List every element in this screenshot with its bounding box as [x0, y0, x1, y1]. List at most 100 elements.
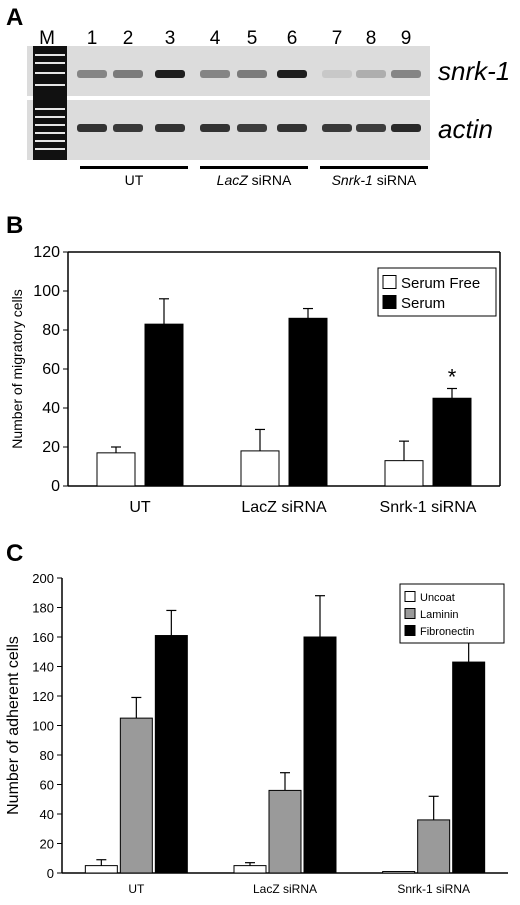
- snrk-band-lane-2: [113, 70, 143, 78]
- y-tick-label: 40: [40, 807, 54, 822]
- marker-ladder-band: [35, 124, 65, 126]
- marker-ladder-band: [35, 84, 65, 86]
- bar-serum-free-ut: [96, 452, 136, 487]
- y-tick-label: 0: [47, 866, 54, 881]
- group-line-lacz: [200, 166, 308, 169]
- legend-swatch-uncoat: [404, 591, 416, 602]
- snrk-band-lane-5: [237, 70, 267, 78]
- bar-laminin-ut: [119, 717, 153, 874]
- legend-box: [399, 583, 505, 644]
- snrk-band-lane-1: [77, 70, 107, 78]
- marker-ladder-band: [35, 140, 65, 142]
- y-tick-label: 100: [33, 283, 60, 300]
- lane-label-5: 5: [246, 28, 258, 49]
- lane-label-9: 9: [400, 28, 412, 49]
- bar-uncoat-lacz-sirna: [233, 865, 267, 874]
- legend-swatch-laminin: [404, 608, 416, 619]
- lane-label-3: 3: [164, 28, 176, 49]
- significance-asterisk: *: [448, 365, 457, 390]
- actin-band-lane-1: [77, 124, 107, 132]
- y-tick-label: 60: [42, 361, 60, 378]
- legend-swatch-serum: [382, 295, 397, 309]
- lane-label-6: 6: [286, 28, 298, 49]
- snrk-gene-label: snrk-1: [438, 56, 511, 86]
- snrk-band-lane-9: [391, 70, 421, 78]
- category-label: Snrk-1 siRNA: [380, 499, 477, 516]
- actin-band-lane-3: [155, 124, 185, 132]
- category-label: LacZ siRNA: [253, 882, 317, 896]
- category-label: Snrk-1 siRNA: [397, 882, 470, 896]
- lane-label-7: 7: [331, 28, 343, 49]
- y-tick-label: 180: [32, 601, 54, 616]
- panel-letter-c: C: [6, 540, 24, 567]
- snrk-band-lane-7: [322, 70, 352, 78]
- marker-ladder-band: [35, 62, 65, 64]
- group-label-lacz: LacZ siRNA: [216, 172, 292, 188]
- legend-label-serum: Serum: [401, 295, 445, 312]
- bar-uncoat-snrk-1-sirna: [382, 871, 416, 874]
- bar-fibronectin-snrk-1-sirna: [452, 661, 486, 874]
- y-tick-label: 140: [32, 660, 54, 675]
- y-tick-label: 120: [32, 689, 54, 704]
- bar-serum-free-snrk-1-sirna: [384, 460, 424, 487]
- lane-label-2: 2: [122, 28, 134, 49]
- snrk-band-lane-4: [200, 70, 230, 78]
- marker-ladder-band: [35, 54, 65, 56]
- lane-label-8: 8: [365, 28, 377, 49]
- y-tick-label: 80: [40, 748, 54, 763]
- marker-ladder-band: [35, 132, 65, 134]
- marker-ladder-band: [35, 108, 65, 110]
- lane-label-4: 4: [209, 28, 221, 49]
- gel-panel: A M 1 2 3 4 5 6 7 8 9 snrk-1 actin UT La…: [0, 0, 520, 200]
- y-tick-label: 0: [51, 478, 60, 495]
- snrk-band-lane-3: [155, 70, 185, 78]
- actin-band-lane-4: [200, 124, 230, 132]
- snrk-band-lane-6: [277, 70, 307, 78]
- category-label: UT: [128, 882, 145, 896]
- marker-ladder-band: [35, 72, 65, 74]
- y-tick-label: 200: [32, 571, 54, 586]
- group-label-snrk: Snrk-1 siRNA: [331, 172, 417, 188]
- actin-band-lane-6: [277, 124, 307, 132]
- legend-label-laminin: Laminin: [420, 609, 459, 621]
- actin-band-lane-7: [322, 124, 352, 132]
- category-label: LacZ siRNA: [241, 499, 327, 516]
- y-tick-label: 20: [42, 439, 60, 456]
- actin-gene-label: actin: [438, 114, 493, 144]
- bar-laminin-snrk-1-sirna: [417, 819, 451, 874]
- legend-swatch-fibronectin: [404, 625, 416, 636]
- group-line-ut: [80, 166, 188, 169]
- group-line-snrk: [320, 166, 428, 169]
- y-axis-title: Number of adherent cells: [5, 636, 22, 815]
- marker-ladder-band: [35, 148, 65, 150]
- legend-label-uncoat: Uncoat: [420, 592, 455, 604]
- legend-swatch-serum-free: [382, 275, 397, 289]
- y-tick-label: 60: [40, 778, 54, 793]
- bar-serum-ut: [144, 323, 184, 487]
- y-tick-label: 100: [32, 719, 54, 734]
- group-label-ut: UT: [124, 172, 144, 188]
- bar-fibronectin-lacz-sirna: [303, 636, 337, 874]
- actin-band-lane-9: [391, 124, 421, 132]
- bar-uncoat-ut: [84, 865, 118, 874]
- bar-serum-free-lacz-sirna: [240, 450, 280, 487]
- marker-ladder-band: [35, 116, 65, 118]
- y-tick-label: 160: [32, 630, 54, 645]
- y-tick-label: 40: [42, 400, 60, 417]
- bar-serum-snrk-1-sirna: [432, 397, 472, 487]
- actin-band-lane-2: [113, 124, 143, 132]
- bar-laminin-lacz-sirna: [268, 789, 302, 874]
- panel-letter-a: A: [6, 4, 24, 31]
- actin-band-lane-5: [237, 124, 267, 132]
- marker-lane-label: M: [39, 28, 55, 49]
- y-tick-label: 80: [42, 322, 60, 339]
- actin-band-lane-8: [356, 124, 386, 132]
- category-label: UT: [129, 499, 151, 516]
- lane-label-1: 1: [86, 28, 98, 49]
- y-tick-label: 120: [33, 244, 60, 261]
- panel-letter-b: B: [6, 212, 24, 239]
- legend-label-serum-free: Serum Free: [401, 275, 480, 292]
- y-axis-title: Number of migratory cells: [9, 289, 25, 449]
